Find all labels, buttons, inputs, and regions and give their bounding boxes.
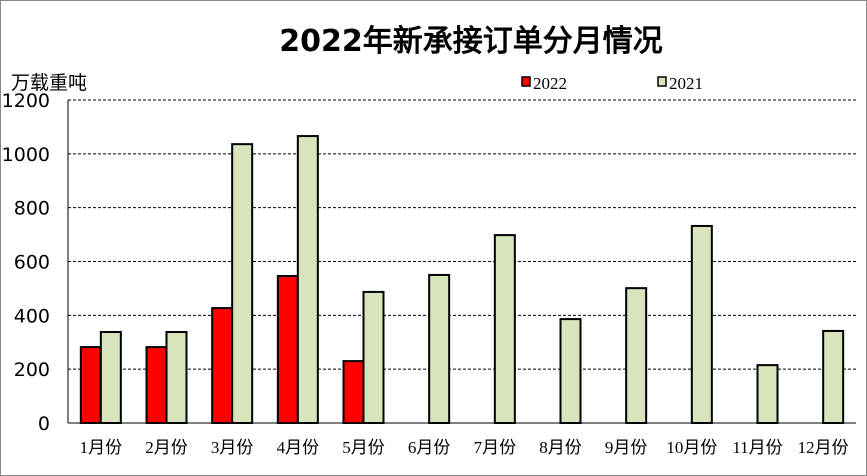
y-tick-label: 600 <box>14 252 50 274</box>
bar-2022-3 <box>211 307 234 424</box>
x-tick-label: 7月份 <box>474 438 517 457</box>
bar-2022-5 <box>342 360 365 425</box>
bar-2021-4 <box>296 135 319 424</box>
bar-2021-11 <box>756 364 779 425</box>
x-tick-label: 9月份 <box>605 438 648 457</box>
bar-2021-2 <box>165 331 188 424</box>
bar-2021-12 <box>822 329 845 425</box>
y-tick-label: 200 <box>14 359 50 381</box>
legend-swatch <box>521 76 531 87</box>
legend-label: 2021 <box>669 74 703 93</box>
bar-2021-6 <box>428 273 451 425</box>
y-tick-label: 800 <box>14 198 50 220</box>
x-tick-label: 3月份 <box>211 438 254 457</box>
bar-2021-3 <box>231 143 254 424</box>
x-tick-label: 5月份 <box>342 438 385 457</box>
x-tick-label: 10月份 <box>666 438 717 457</box>
legend: 2022 2021 <box>521 74 703 93</box>
bar-2021-5 <box>362 290 385 424</box>
bar-2021-8 <box>559 318 582 424</box>
bar-2022-2 <box>145 346 168 424</box>
x-tick-label: 4月份 <box>277 438 320 457</box>
bar-2021-1 <box>99 331 122 424</box>
x-tick-label: 2月份 <box>145 438 188 457</box>
bar-2021-9 <box>625 287 648 424</box>
y-tick-label: 1200 <box>2 90 50 112</box>
bar-2022-1 <box>79 346 102 424</box>
y-tick-label: 400 <box>14 305 50 327</box>
legend-label: 2022 <box>533 74 567 93</box>
bar-2022-4 <box>276 275 299 424</box>
chart-title: 2022年新承接订单分月情况 <box>279 24 663 59</box>
legend-swatch <box>657 76 667 87</box>
x-tick-label: 1月份 <box>80 438 123 457</box>
x-tick-label: 11月份 <box>732 438 782 457</box>
x-tick-label: 12月份 <box>798 438 849 457</box>
y-axis-label: 万载重吨 <box>11 72 87 94</box>
y-tick-label: 0 <box>38 413 50 435</box>
x-tick-label: 8月份 <box>539 438 582 457</box>
x-tick-label: 6月份 <box>408 438 451 457</box>
bar-2021-10 <box>690 224 713 424</box>
y-tick-label: 1000 <box>2 144 50 166</box>
bar-2021-7 <box>493 234 516 424</box>
